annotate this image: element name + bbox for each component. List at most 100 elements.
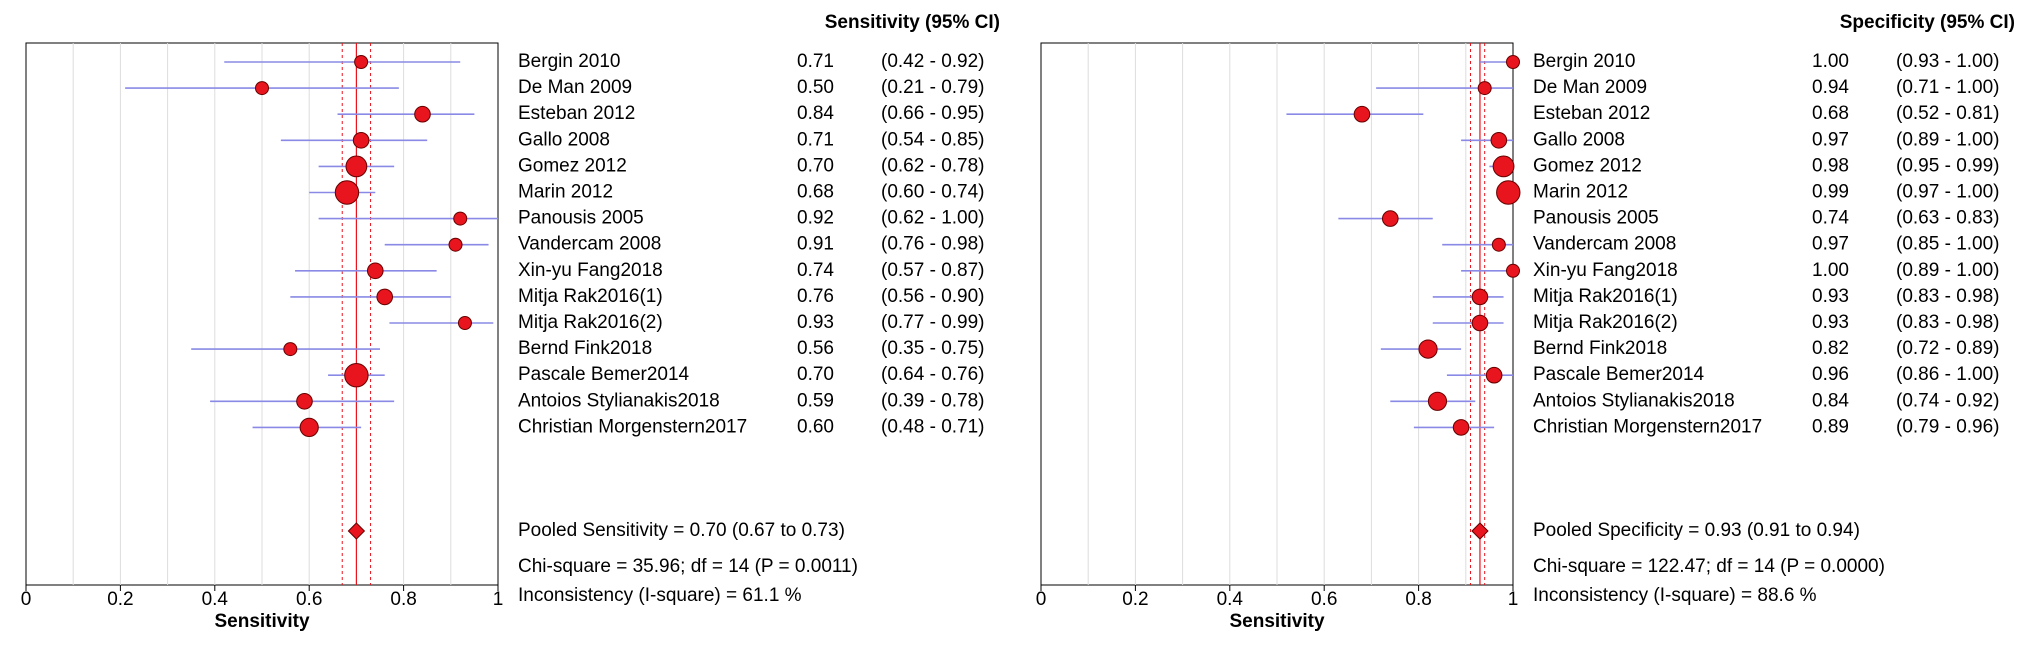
value-label: 0.70 xyxy=(797,155,834,176)
ci-label: (0.95 - 0.99) xyxy=(1896,155,2000,176)
ci-label: (0.57 - 0.87) xyxy=(881,260,985,281)
value-label: 0.99 xyxy=(1812,182,1849,203)
point-estimate xyxy=(283,342,298,357)
value-label: 0.71 xyxy=(797,129,834,150)
x-tick-label: 0.6 xyxy=(296,589,322,610)
x-tick-label: 0.8 xyxy=(390,589,416,610)
point-estimate xyxy=(1418,339,1438,359)
point-estimate xyxy=(1427,391,1448,411)
x-tick-label: 0 xyxy=(1036,589,1047,610)
study-name: Marin 2012 xyxy=(518,182,613,203)
x-tick-label: 0.8 xyxy=(1405,589,1431,610)
study-name: Mitja Rak2016(2) xyxy=(1533,312,1678,333)
value-label: 0.96 xyxy=(1812,364,1849,385)
study-name: De Man 2009 xyxy=(1533,77,1647,98)
study-name: Bergin 2010 xyxy=(518,51,620,72)
study-name: Panousis 2005 xyxy=(518,208,644,229)
study-name: Antoios Stylianakis2018 xyxy=(518,390,720,411)
point-estimate xyxy=(1471,288,1489,306)
value-label: 0.71 xyxy=(797,51,834,72)
point-estimate xyxy=(344,363,369,388)
point-estimate xyxy=(1492,155,1515,178)
value-label: 0.89 xyxy=(1812,416,1849,437)
summary-text: Inconsistency (I-square) = 61.1 % xyxy=(518,585,802,606)
point-estimate xyxy=(1491,237,1506,252)
point-estimate xyxy=(1353,105,1371,123)
ci-label: (0.89 - 1.00) xyxy=(1896,260,2000,281)
value-label: 0.97 xyxy=(1812,234,1849,255)
value-label: 0.70 xyxy=(797,364,834,385)
value-label: 0.93 xyxy=(797,312,834,333)
study-name: Mitja Rak2016(2) xyxy=(518,312,663,333)
study-name: Marin 2012 xyxy=(1533,182,1628,203)
ci-label: (0.85 - 1.00) xyxy=(1896,234,2000,255)
point-estimate xyxy=(1496,180,1521,205)
summary-text: Chi-square = 122.47; df = 14 (P = 0.0000… xyxy=(1533,556,1885,577)
point-estimate xyxy=(1381,210,1399,227)
ci-label: (0.64 - 0.76) xyxy=(881,364,985,385)
summary-text: Chi-square = 35.96; df = 14 (P = 0.0011) xyxy=(518,556,858,577)
ci-label: (0.93 - 1.00) xyxy=(1896,51,2000,72)
point-estimate xyxy=(366,262,384,280)
ci-label: (0.39 - 0.78) xyxy=(881,390,985,411)
value-label: 0.94 xyxy=(1812,77,1849,98)
value-label: 0.97 xyxy=(1812,129,1849,150)
ci-label: (0.97 - 1.00) xyxy=(1896,182,2000,203)
x-tick-label: 0.2 xyxy=(1122,589,1148,610)
value-label: 0.68 xyxy=(797,182,834,203)
ci-label: (0.66 - 0.95) xyxy=(881,103,985,124)
value-label: 0.91 xyxy=(797,234,834,255)
pooled-diamond xyxy=(347,522,366,540)
point-estimate xyxy=(1490,132,1508,149)
column-header: Sensitivity (95% CI) xyxy=(825,12,1000,33)
ci-label: (0.54 - 0.85) xyxy=(881,129,985,150)
point-estimate xyxy=(354,55,369,69)
summary-text: Pooled Specificity = 0.93 (0.91 to 0.94) xyxy=(1533,520,1860,541)
ci-label: (0.79 - 0.96) xyxy=(1896,416,2000,437)
study-name: Christian Morgenstern2017 xyxy=(1533,416,1762,437)
ci-label: (0.42 - 0.92) xyxy=(881,51,985,72)
ci-label: (0.35 - 0.75) xyxy=(881,338,985,359)
x-tick-label: 0.4 xyxy=(1217,589,1244,610)
study-name: Esteban 2012 xyxy=(518,103,635,124)
ci-label: (0.83 - 0.98) xyxy=(1896,286,2000,307)
point-estimate xyxy=(296,393,313,410)
ci-label: (0.52 - 0.81) xyxy=(1896,103,2000,124)
value-label: 0.98 xyxy=(1812,155,1849,176)
x-tick-label: 0.2 xyxy=(107,589,133,610)
ci-label: (0.74 - 0.92) xyxy=(1896,390,2000,411)
ci-label: (0.48 - 0.71) xyxy=(881,416,985,437)
ci-label: (0.56 - 0.90) xyxy=(881,286,985,307)
study-name: Gomez 2012 xyxy=(1533,155,1642,176)
study-name: Bernd Fink2018 xyxy=(1533,338,1667,359)
point-estimate xyxy=(1452,419,1470,436)
ci-label: (0.62 - 1.00) xyxy=(881,208,985,229)
value-label: 0.93 xyxy=(1812,286,1849,307)
x-tick-label: 1 xyxy=(1508,589,1519,610)
point-estimate xyxy=(414,105,431,123)
study-name: Pascale Bemer2014 xyxy=(1533,364,1705,385)
study-name: Mitja Rak2016(1) xyxy=(518,286,663,307)
column-header: Specificity (95% CI) xyxy=(1840,12,2015,33)
study-name: De Man 2009 xyxy=(518,77,632,98)
x-axis-label: Sensitivity xyxy=(1229,611,1324,632)
study-name: Pascale Bemer2014 xyxy=(518,364,690,385)
summary-text: Pooled Sensitivity = 0.70 (0.67 to 0.73) xyxy=(518,520,845,541)
study-name: Bernd Fink2018 xyxy=(518,338,652,359)
ci-label: (0.76 - 0.98) xyxy=(881,234,985,255)
study-name: Xin-yu Fang2018 xyxy=(518,260,663,281)
value-label: 0.84 xyxy=(797,103,834,124)
ci-label: (0.21 - 0.79) xyxy=(881,77,985,98)
point-estimate xyxy=(255,81,269,96)
point-estimate xyxy=(1506,263,1520,278)
value-label: 0.56 xyxy=(797,338,834,359)
point-estimate xyxy=(376,288,394,306)
ci-label: (0.62 - 0.78) xyxy=(881,155,985,176)
value-label: 0.76 xyxy=(797,286,834,307)
point-estimate xyxy=(1477,81,1492,96)
value-label: 0.93 xyxy=(1812,312,1849,333)
study-name: Christian Morgenstern2017 xyxy=(518,416,747,437)
ci-label: (0.77 - 0.99) xyxy=(881,312,985,333)
value-label: 0.74 xyxy=(1812,208,1849,229)
